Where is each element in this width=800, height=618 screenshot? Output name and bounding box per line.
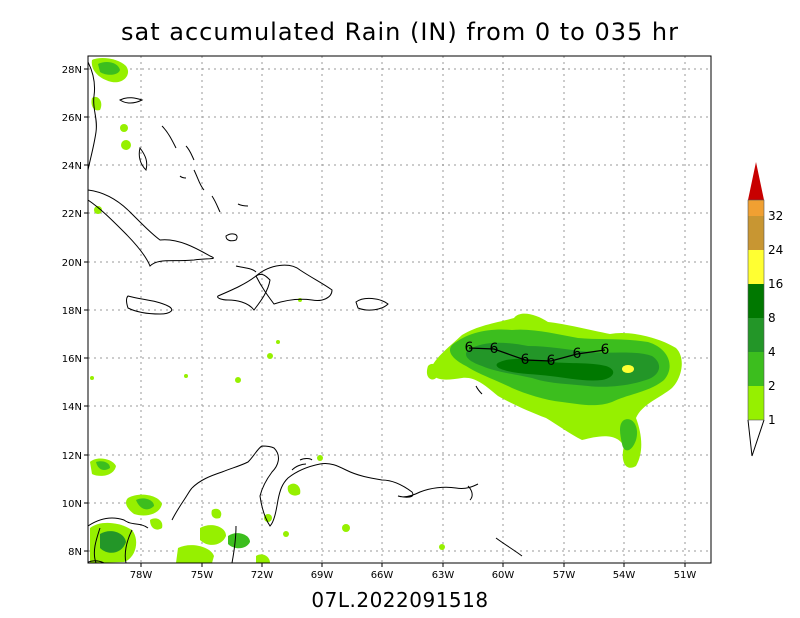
run-id-label: 07L.2022091518 bbox=[311, 588, 489, 612]
lon-label: 54W bbox=[613, 570, 636, 581]
lon-label: 72W bbox=[251, 570, 274, 581]
lon-label: 60W bbox=[492, 570, 515, 581]
tick-marks bbox=[84, 68, 686, 567]
colorbar-label: 32 bbox=[768, 209, 783, 223]
lat-label: 18N bbox=[62, 306, 82, 317]
colorbar-label: 1 bbox=[768, 413, 776, 427]
colorbar-swatch bbox=[748, 216, 764, 250]
colorbar: 1 2 4 8 16 24 32 bbox=[747, 162, 783, 457]
storm-symbol: 6 bbox=[547, 353, 556, 369]
colorbar-bottom-arrow bbox=[747, 419, 765, 457]
colorbar-swatch bbox=[748, 200, 764, 216]
lat-label: 16N bbox=[62, 354, 82, 365]
storm-symbol: 6 bbox=[601, 342, 610, 358]
scattered-rain bbox=[90, 58, 445, 563]
colorbar-swatch bbox=[748, 318, 764, 352]
lat-label: 8N bbox=[68, 547, 82, 558]
colorbar-label: 16 bbox=[768, 277, 783, 291]
colorbar-swatch bbox=[748, 250, 764, 284]
lon-label: 66W bbox=[371, 570, 394, 581]
lon-label: 57W bbox=[553, 570, 576, 581]
storm-symbol: 6 bbox=[490, 341, 499, 357]
rain-peak bbox=[622, 365, 634, 373]
lat-label: 26N bbox=[62, 113, 82, 124]
lat-label: 28N bbox=[62, 65, 82, 76]
grid bbox=[88, 56, 711, 563]
colorbar-top-arrow bbox=[748, 162, 764, 200]
lon-label: 63W bbox=[432, 570, 455, 581]
colorbar-label: 2 bbox=[768, 379, 776, 393]
lon-label: 51W bbox=[674, 570, 697, 581]
lat-label: 12N bbox=[62, 451, 82, 462]
lat-label: 20N bbox=[62, 258, 82, 269]
colorbar-label: 8 bbox=[768, 311, 776, 325]
coastlines bbox=[88, 61, 523, 563]
colorbar-swatch bbox=[748, 284, 764, 318]
rain-darker bbox=[496, 358, 614, 381]
colorbar-label: 4 bbox=[768, 345, 776, 359]
storm-rain-area bbox=[426, 313, 682, 468]
colorbar-swatch bbox=[748, 352, 764, 386]
lon-label: 69W bbox=[311, 570, 334, 581]
colorbar-label: 24 bbox=[768, 243, 783, 257]
map-title: sat accumulated Rain (IN) from 0 to 035 … bbox=[121, 18, 679, 46]
colorbar-swatch bbox=[748, 386, 764, 420]
longitude-labels: 78W 75W 72W 69W 66W 63W 60W 57W 54W 51W bbox=[130, 570, 697, 581]
lon-label: 75W bbox=[191, 570, 214, 581]
storm-track: 6 6 6 6 6 6 bbox=[465, 340, 610, 369]
lat-label: 24N bbox=[62, 161, 82, 172]
latitude-labels: 28N 26N 24N 22N 20N 18N 16N 14N 12N 10N … bbox=[62, 65, 82, 558]
storm-symbol: 6 bbox=[521, 352, 530, 368]
lat-label: 10N bbox=[62, 499, 82, 510]
lat-label: 14N bbox=[62, 402, 82, 413]
storm-symbol: 6 bbox=[465, 340, 474, 356]
lon-label: 78W bbox=[130, 570, 153, 581]
storm-symbol: 6 bbox=[573, 346, 582, 362]
lat-label: 22N bbox=[62, 209, 82, 220]
